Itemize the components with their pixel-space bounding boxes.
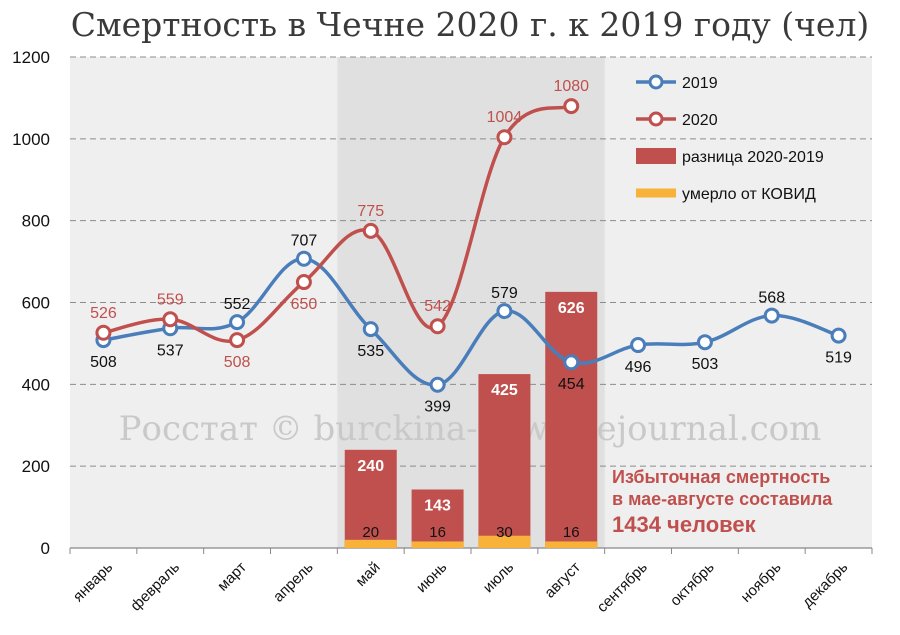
chart-title: Смертность в Чечне 2020 г. к 2019 году (… [71,5,870,44]
y-axis-ticks: 0 200 400 600 800 1000 1200 [12,48,50,558]
series-2019-label: 707 [291,233,318,250]
bar-excess-label: 240 [357,458,384,475]
series-2019-label: 519 [825,350,852,367]
bar-covid [411,541,464,548]
annotation-line-1: Избыточная смертность [612,467,830,487]
series-points [95,98,847,393]
series-2020-label: 508 [224,354,251,371]
series-2020-point [563,98,580,115]
watermark-text: Росстат © burckina-new.livejournal.com [119,409,822,449]
bar-covid [478,535,531,548]
x-tick-label: июль [480,559,518,597]
series-2020-label: 1080 [553,78,589,95]
series-2019-label: 454 [558,376,585,393]
series-2019-label: 535 [357,343,384,360]
y-tick-label: 1000 [12,130,50,149]
series-excess-legend-label: разница 2020-2019 [682,149,824,166]
bar-covid-label: 16 [563,524,580,541]
series-2019-legend-marker [648,74,664,90]
series-2020-label: 1004 [487,109,523,126]
bar-covid [545,541,598,548]
x-tick-label: октябрь [667,559,718,610]
series-2019-point [429,376,446,393]
bar-covid-label: 30 [496,524,513,541]
series-2019-point [295,250,312,267]
series-2019-point [229,314,246,331]
bar-excess [478,374,531,548]
series-2019-label: 552 [224,296,251,313]
series-2020-point [162,311,179,328]
series-2019-point [630,337,647,354]
series-2019-label: 496 [625,359,652,376]
grid-lines [70,56,872,467]
series-2020-point [429,318,446,335]
series-2020-point [95,324,112,341]
x-tick-label: май [352,559,383,590]
x-tick-label: март [214,559,250,595]
bar-excess-label: 626 [558,300,585,317]
data-labels: 20 240 16 143 30 425 16 626 508 537 552 707 535 399 57… [90,78,852,541]
series-2020-point [295,274,312,291]
series-2020-label: 559 [157,291,184,308]
x-tick-label: сентябрь [594,559,651,616]
y-tick-label: 1200 [12,48,50,67]
series-excess-legend-swatch [636,148,676,164]
series-2019-label: 579 [491,285,518,302]
series-2019-point [696,334,713,351]
series-2020-label: 542 [424,298,451,315]
bar-covid-label: 20 [362,524,379,541]
legend: 2019 2020 разница 2020-2019 умерло от КОВИД [636,74,824,203]
bar-covid [344,539,397,548]
annotation: Избыточная смертность в мае-августе сост… [612,467,833,537]
series-2019-label: 568 [758,290,785,307]
series-2019-label: 537 [157,342,184,359]
x-tick-label: август [541,559,584,602]
series-2019-point [563,354,580,371]
series-2019-point [830,327,847,344]
bar-covid-label: 16 [429,524,446,541]
series-2019-point [362,321,379,338]
series-2019-point [496,303,513,320]
x-tick-label: июнь [413,559,450,596]
series-2020-point [362,222,379,239]
x-axis: январь февраль март апрель май июнь июль август… [69,547,873,616]
series-2020-label: 650 [291,296,318,313]
bar-excess [545,291,598,548]
bar-excess-label: 425 [491,382,518,399]
series-2019-legend-label: 2019 [682,75,718,92]
x-tick-label: февраль [127,559,183,615]
bar-excess [411,489,464,548]
series-2020-label: 526 [90,305,117,322]
series-2020-label: 775 [357,203,384,220]
x-tick-label: январь [70,559,117,606]
x-tick-label: ноябрь [738,559,785,606]
x-tick-label: апрель [270,559,317,606]
series-covid-legend-label: умерло от КОВИД [682,186,816,203]
y-tick-label: 0 [41,539,50,558]
series-2019-label: 399 [424,399,451,416]
series-2019-label: 508 [90,354,117,371]
series-2020-point [496,129,513,146]
series-2020-point [229,332,246,349]
series-2019-point [763,307,780,324]
bar-excess [344,449,397,548]
bar-excess-label: 143 [424,497,451,514]
series-covid-legend-swatch [636,188,676,198]
y-tick-label: 400 [22,375,50,394]
series-2020-legend-label: 2020 [682,112,718,129]
x-tick-label: декабрь [799,559,852,612]
annotation-line-2: в мае-августе составила [612,489,833,509]
y-tick-label: 200 [22,457,50,476]
bars [344,291,598,548]
annotation-line-3: 1434 человек [612,512,757,537]
y-tick-label: 800 [22,212,50,231]
series-2019-label: 503 [692,356,719,373]
y-tick-label: 600 [22,294,50,313]
series-2020-legend-marker [648,111,664,127]
